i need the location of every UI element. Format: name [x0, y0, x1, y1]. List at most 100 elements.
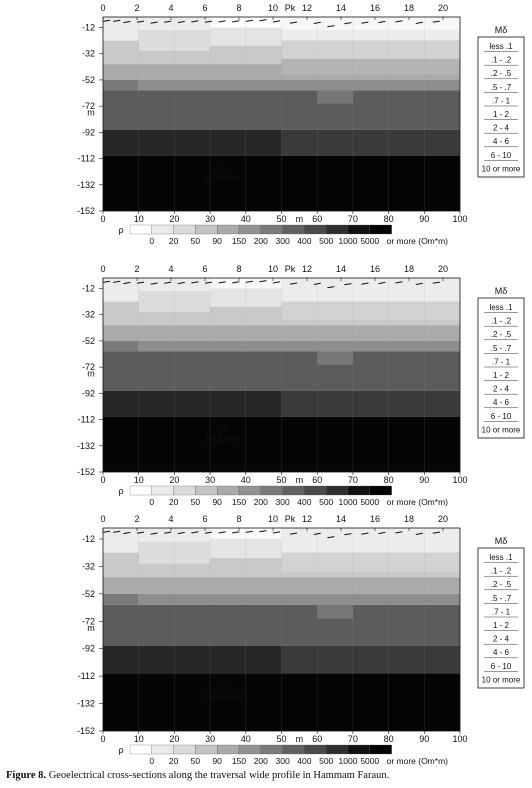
caption-text: Geoelectrical cross-sections along the t… [46, 770, 390, 781]
resistivity-cell [103, 79, 139, 91]
pk-tick-label: 14 [336, 3, 346, 13]
profile-marker [361, 282, 369, 285]
colorbar-tick-label: 5000 [360, 236, 379, 246]
resistivity-cell [138, 593, 460, 605]
profile-marker [361, 21, 369, 24]
profile-marker [164, 281, 172, 284]
profile-marker [113, 280, 121, 283]
legend-item: less .1 [489, 553, 513, 562]
legend-item: 2 - 4 [493, 385, 510, 394]
distance-tick-label: 80 [384, 734, 394, 744]
pk-tick-label: 18 [404, 264, 414, 274]
legend-item: 6 - 10 [491, 662, 512, 671]
profile-marker [327, 25, 335, 28]
legend-item: 1 - 2 [493, 110, 510, 119]
depth-tick-label: -112 [78, 671, 95, 681]
profile-marker [204, 531, 213, 534]
distance-tick-label: 30 [205, 734, 215, 744]
pk-tick-label: 18 [404, 514, 414, 524]
rho-symbol: ρ [118, 745, 123, 755]
colorbar-swatch [238, 744, 261, 755]
profile-marker [123, 20, 131, 24]
profile-marker [123, 531, 131, 535]
profile-marker [150, 21, 158, 24]
depth-unit-label: m [87, 107, 95, 117]
profile-marker [150, 532, 158, 535]
colorbar-swatch [217, 224, 240, 235]
legend-box: Mδ less .1 .1 - .2 .2 - .5 .5 - .7 .7 - 1 1 - … [477, 286, 525, 439]
legend-title: Mδ [495, 25, 508, 35]
colorbar-swatch [369, 744, 392, 755]
pk-tick-label: 16 [370, 264, 380, 274]
profile-marker [150, 282, 158, 285]
legend-item: .1 - .2 [491, 567, 512, 576]
resistivity-cell [103, 351, 460, 391]
pk-axis-label: Pk [285, 3, 296, 13]
distance-unit-label: m [296, 475, 304, 485]
profile-marker [432, 531, 440, 534]
section-panel: 0 2 4 6 8 10 12 14 16 18 20 Pk -12 -32 -52 -72 -92 -112 -1… [77, 264, 525, 507]
colorbar-tick-label: 5000 [360, 497, 379, 507]
distance-tick-label: 10 [134, 475, 144, 485]
profile-marker [102, 19, 111, 22]
depth-tick-label: -92 [82, 127, 95, 137]
profile-marker [191, 531, 199, 534]
pk-tick-label: 20 [438, 3, 448, 13]
legend-item: .5 - .7 [491, 83, 512, 92]
color-bar: ρ 0 20 50 90 150 200 300 400 500 1000 5000 or more (… [118, 744, 449, 766]
profile-marker [136, 531, 145, 534]
resistivity-cell [138, 291, 211, 313]
pk-tick-label: 18 [404, 3, 414, 13]
colorbar-swatch [129, 485, 152, 496]
colorbar-unit-label: or more (Om*m) [387, 497, 449, 507]
resistivity-cell [210, 278, 282, 289]
colorbar-unit-label: or more (Om*m) [387, 236, 449, 246]
colorbar-unit-label: or more (Om*m) [387, 756, 449, 766]
profile-marker [232, 531, 240, 534]
colorbar-swatch [347, 744, 370, 755]
depth-tick-label: -72 [82, 101, 95, 111]
depth-tick-label: -92 [82, 644, 95, 654]
profile-marker [415, 282, 423, 285]
profile-marker [123, 281, 131, 285]
colorbar-swatch [151, 485, 174, 496]
profile-marker [432, 20, 440, 23]
colorbar-tick-label: 50 [191, 497, 201, 507]
colorbar-swatch [369, 485, 392, 496]
colorbar-swatch [326, 485, 349, 496]
distance-tick-label: 70 [348, 214, 358, 224]
colorbar-tick-label: 90 [212, 497, 222, 507]
legend-item: .7 - 1 [492, 96, 511, 105]
profile-marker [289, 532, 298, 535]
profile-marker [395, 281, 403, 284]
profile-marker [136, 20, 145, 23]
legend-item: 10 or more [482, 425, 521, 434]
profile-marker [177, 20, 185, 24]
colorbar-swatch [326, 744, 349, 755]
distance-tick-label: 10 [134, 734, 144, 744]
colorbar-tick-label: 90 [212, 756, 222, 766]
colorbar-tick-label: 0 [149, 756, 154, 766]
resistivity-cell [281, 17, 460, 31]
colorbar-swatch [129, 224, 152, 235]
legend-item: 1 - 2 [493, 621, 510, 630]
depth-unit-label: m [87, 368, 95, 378]
legend-item: less .1 [489, 42, 513, 51]
colorbar-swatch [173, 485, 196, 496]
colorbar-swatch [173, 744, 196, 755]
legend-item: .1 - .2 [491, 56, 512, 65]
colorbar-swatch [304, 485, 327, 496]
legend-item: 1 - 2 [493, 371, 510, 380]
profile-marker [245, 530, 253, 533]
depth-tick-label: -132 [77, 180, 95, 190]
profile-marker [313, 532, 321, 535]
pk-tick-label: 8 [236, 514, 241, 524]
resistivity-cell [103, 593, 139, 605]
pk-tick-label: 4 [168, 264, 173, 274]
colorbar-swatch [347, 224, 370, 235]
profile-marker [113, 530, 121, 533]
colorbar-tick-label: 200 [254, 756, 268, 766]
profile-marker [344, 283, 352, 286]
resistivity-cell [281, 552, 460, 572]
